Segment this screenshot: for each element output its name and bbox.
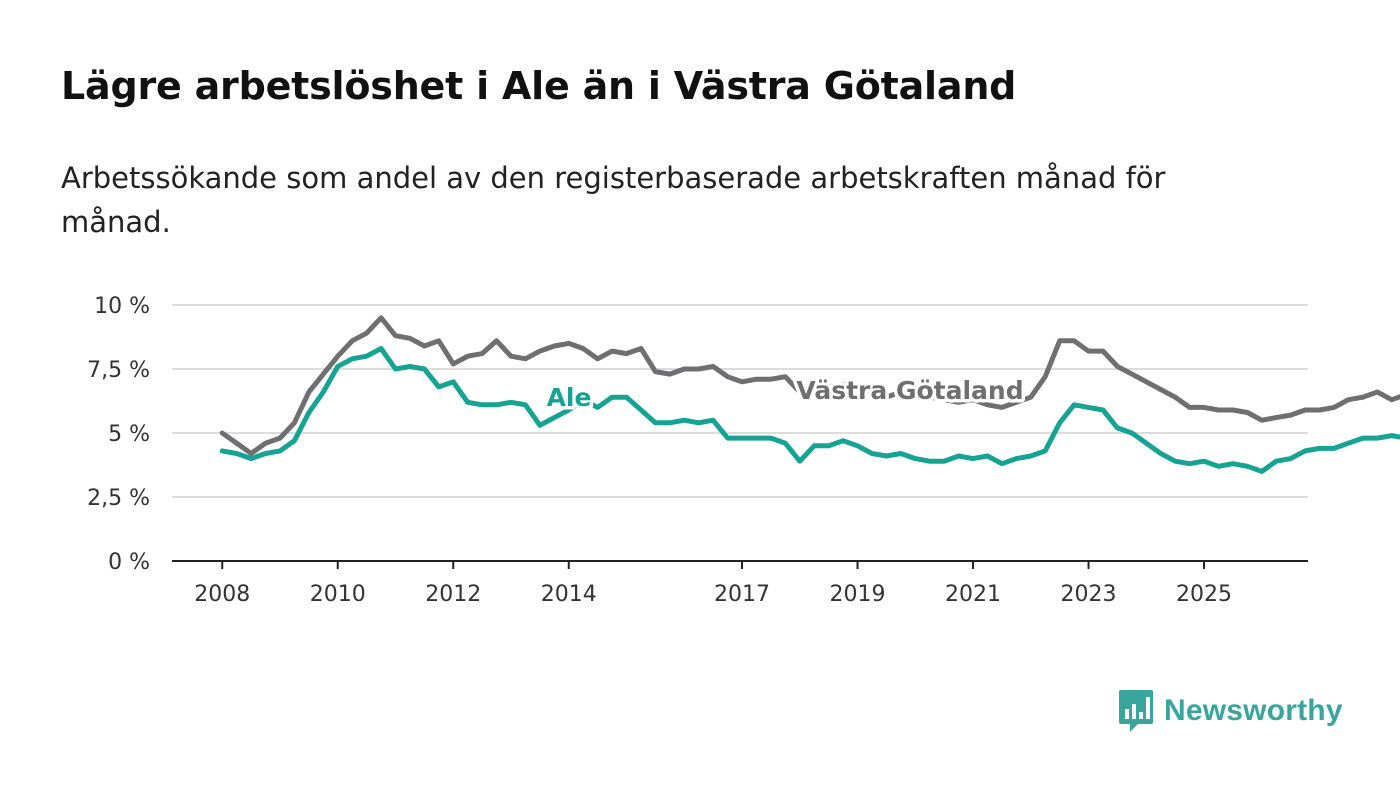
- y-tick-label: 10 %: [94, 294, 150, 319]
- x-tick-label: 2010: [310, 582, 366, 607]
- gridlines: [172, 304, 1308, 562]
- series-line-vastra-gotaland: [219, 315, 1400, 456]
- x-tick-label: 2021: [945, 582, 1001, 607]
- x-tick-label: 2023: [1061, 582, 1117, 607]
- x-tick-label: 2025: [1176, 582, 1232, 607]
- y-tick-label: 0 %: [108, 550, 150, 575]
- x-tick-label: 2014: [541, 582, 597, 607]
- y-tick-label: 7,5 %: [87, 358, 150, 383]
- x-axis-tick-labels: 2008 2010 2012 2014 2017 2019 2021 2023 2025: [194, 561, 1232, 607]
- series-lines: [219, 315, 1400, 474]
- x-tick-label: 2008: [194, 582, 250, 607]
- series-label-ale: Ale: [547, 383, 592, 412]
- brand-name: Newsworthy: [1164, 694, 1343, 727]
- chart-title: Lägre arbetslöshet i Ale än i Västra Göt…: [61, 64, 1017, 108]
- y-tick-label: 5 %: [108, 422, 150, 447]
- series-line-ale: [219, 346, 1400, 474]
- y-tick-label: 2,5 %: [87, 486, 150, 511]
- x-tick-label: 2019: [830, 582, 886, 607]
- series-label-vastra-gotaland: Västra Götaland: [796, 376, 1023, 405]
- chart-subtitle: Arbetssökande som andel av den registerb…: [61, 161, 1166, 239]
- x-tick-label: 2012: [425, 582, 481, 607]
- y-axis-tick-labels: 0 % 2,5 % 5 % 7,5 % 10 %: [87, 294, 150, 575]
- newsworthy-logo: Newsworthy: [1118, 688, 1343, 734]
- bar-chart-bubble-icon: [1119, 690, 1153, 732]
- x-tick-label: 2017: [714, 582, 770, 607]
